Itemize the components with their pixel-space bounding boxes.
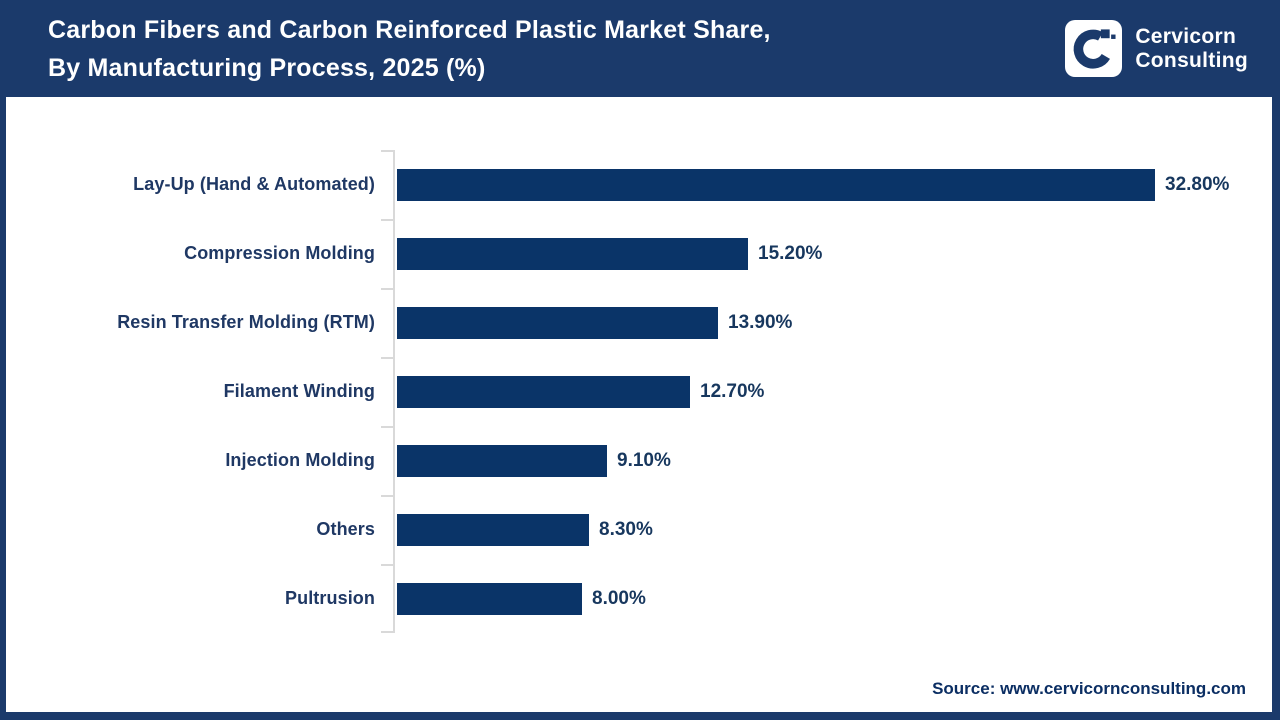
chart-row: Injection Molding 9.10% <box>6 426 1272 495</box>
value-label: 8.30% <box>599 518 653 540</box>
chart-title: Carbon Fibers and Carbon Reinforced Plas… <box>48 11 771 87</box>
value-label: 12.70% <box>700 380 765 402</box>
category-label: Resin Transfer Molding (RTM) <box>117 312 375 332</box>
category-label: Pultrusion <box>285 588 375 608</box>
bar-track: 8.00% <box>375 582 1272 615</box>
bar <box>397 168 1155 201</box>
bar-track: 13.90% <box>375 306 1272 339</box>
value-label: 9.10% <box>617 449 671 471</box>
axis-tick <box>381 288 393 290</box>
bar <box>397 444 607 477</box>
bar <box>397 582 582 615</box>
chart-title-line1: Carbon Fibers and Carbon Reinforced Plas… <box>48 15 771 44</box>
axis-tick <box>381 495 393 497</box>
value-label: 8.00% <box>592 587 646 609</box>
bar-chart: Lay-Up (Hand & Automated) 32.80% Compressi… <box>6 150 1272 633</box>
cervicorn-logo-icon <box>1065 20 1123 77</box>
brand-name-line1: Cervicorn <box>1135 24 1237 48</box>
chart-row: Lay-Up (Hand & Automated) 32.80% <box>6 150 1272 219</box>
bar-track: 9.10% <box>375 444 1272 477</box>
category-label: Injection Molding <box>225 450 375 470</box>
bar-track: 32.80% <box>375 168 1272 201</box>
bar-track: 15.20% <box>375 237 1272 270</box>
chart-row: Pultrusion 8.00% <box>6 564 1272 633</box>
chart-title-line2: By Manufacturing Process, 2025 (%) <box>48 53 486 82</box>
axis-tick <box>381 150 393 152</box>
bar-track: 8.30% <box>375 513 1272 546</box>
bar <box>397 513 589 546</box>
axis-tick <box>381 357 393 359</box>
category-label: Filament Winding <box>223 381 375 401</box>
category-label: Others <box>316 519 375 539</box>
bar <box>397 375 690 408</box>
y-axis-line <box>393 150 395 633</box>
chart-row: Others 8.30% <box>6 495 1272 564</box>
chart-row: Resin Transfer Molding (RTM) 13.90% <box>6 288 1272 357</box>
header-band: Carbon Fibers and Carbon Reinforced Plas… <box>6 0 1272 97</box>
chart-rows: Lay-Up (Hand & Automated) 32.80% Compressi… <box>6 150 1272 633</box>
axis-tick <box>381 631 393 633</box>
axis-tick <box>381 564 393 566</box>
axis-tick <box>381 219 393 221</box>
axis-tick <box>381 426 393 428</box>
brand-name-line2: Consulting <box>1135 48 1248 72</box>
bar-track: 12.70% <box>375 375 1272 408</box>
brand-name: Cervicorn Consulting <box>1135 25 1248 73</box>
category-label: Lay-Up (Hand & Automated) <box>133 174 375 194</box>
value-label: 32.80% <box>1165 173 1230 195</box>
chart-row: Compression Molding 15.20% <box>6 219 1272 288</box>
value-label: 13.90% <box>728 311 793 333</box>
chart-row: Filament Winding 12.70% <box>6 357 1272 426</box>
source-text: Source: www.cervicornconsulting.com <box>932 679 1246 698</box>
bar <box>397 306 718 339</box>
category-label: Compression Molding <box>184 243 375 263</box>
bar <box>397 237 748 270</box>
brand-logo: Cervicorn Consulting <box>1065 20 1248 77</box>
value-label: 15.20% <box>758 242 823 264</box>
